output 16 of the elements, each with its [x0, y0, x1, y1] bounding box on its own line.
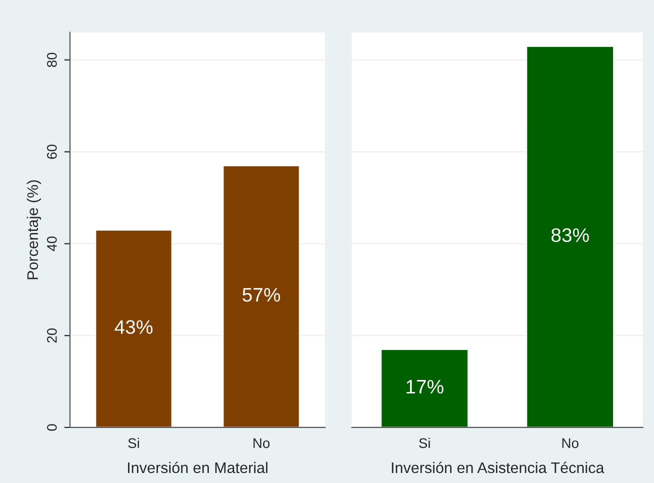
x-axis-title: Inversión en Asistencia Técnica: [392, 462, 604, 474]
data-label: 57%: [242, 288, 280, 302]
x-tick-label: No: [254, 438, 270, 448]
y-tick-label: 20: [46, 328, 57, 343]
x-tick-label: Si: [128, 438, 139, 448]
x-tick-label: Si: [419, 438, 430, 448]
data-label: 43%: [114, 320, 153, 334]
y-tick-label: 0: [46, 424, 57, 431]
x-tick-label: No: [562, 438, 578, 448]
y-tick-label: 40: [46, 236, 57, 252]
y-tick-label: 80: [46, 52, 57, 68]
data-label: 17%: [406, 380, 444, 394]
data-label: 83%: [552, 228, 589, 242]
y-tick-label: 60: [46, 144, 57, 159]
x-axis-title: Inversión en Material: [128, 462, 268, 474]
y-axis-title: Porcentaje (%): [26, 180, 42, 280]
